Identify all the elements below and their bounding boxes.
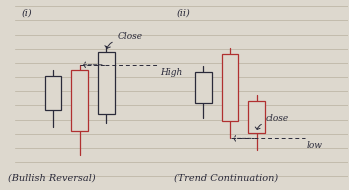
Text: Close: Close <box>117 32 142 41</box>
Text: High: High <box>160 68 182 77</box>
Polygon shape <box>195 72 211 103</box>
Text: (Bullish Reversal): (Bullish Reversal) <box>8 174 95 183</box>
Polygon shape <box>72 70 88 131</box>
Text: low: low <box>307 141 322 150</box>
Text: (Trend Continuation): (Trend Continuation) <box>174 174 279 183</box>
Text: close: close <box>266 114 289 123</box>
Polygon shape <box>222 54 238 121</box>
Text: (i): (i) <box>21 8 32 17</box>
Polygon shape <box>98 52 115 114</box>
Polygon shape <box>248 101 265 133</box>
Text: (ii): (ii) <box>177 8 190 17</box>
Polygon shape <box>45 76 61 110</box>
